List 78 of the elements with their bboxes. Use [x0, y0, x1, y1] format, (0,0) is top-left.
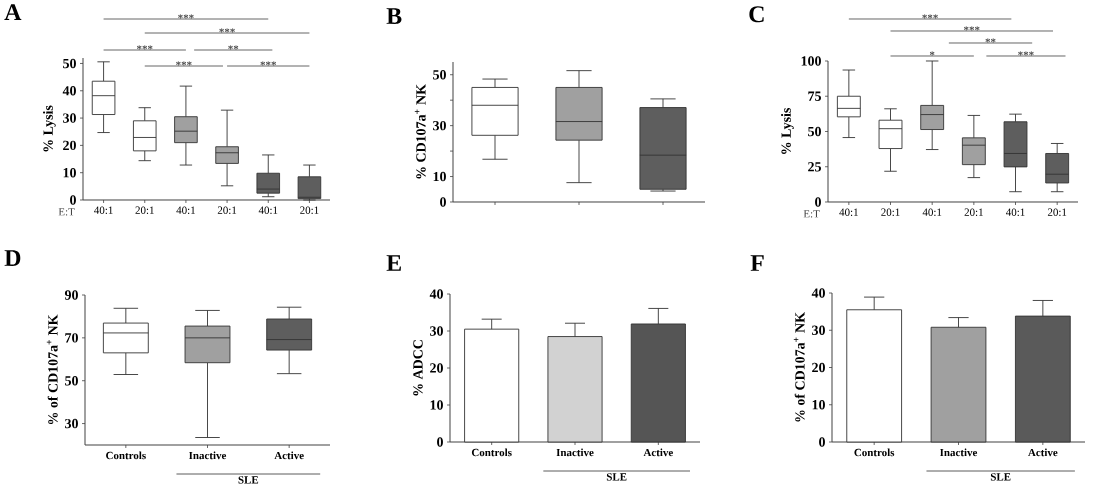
y-tick-label: 20	[812, 362, 825, 373]
x-tick-label: 20:1	[217, 206, 237, 214]
x-tick-label: 20:1	[300, 206, 319, 214]
chart-title: C	[749, 6, 764, 23]
x-axis-title: E:T	[803, 210, 820, 218]
x-tick-label: Inactive	[189, 451, 227, 460]
chart-title: B	[386, 8, 402, 24]
y-axis-title: % CD107a$^{+}$ NK	[414, 84, 426, 179]
text: ***	[178, 14, 194, 19]
text: SLE	[606, 473, 627, 481]
y-tick-label: 0	[437, 437, 443, 447]
x-tick-label: 40:1	[258, 206, 278, 214]
text: **	[985, 38, 996, 43]
x-tick-label: Controls	[854, 448, 895, 457]
x-tick-label: Active	[643, 448, 673, 457]
y-tick-label: 30	[63, 113, 76, 123]
y-tick-label: 40	[62, 86, 76, 96]
x-tick-label: 40:1	[922, 208, 942, 216]
y-tick-label: 20	[63, 140, 76, 151]
x-tick-label: Inactive	[556, 448, 594, 457]
x-tick-label: 20:1	[964, 208, 983, 216]
x-tick-label: 40:1	[1005, 208, 1025, 216]
chart-title: E	[386, 255, 401, 271]
y-tick-label: 50	[808, 126, 821, 137]
y-tick-label: 0	[440, 197, 446, 207]
y-tick-label: 30	[812, 325, 825, 335]
y-tick-label: 30	[65, 418, 78, 429]
text: *	[929, 51, 935, 56]
y-tick-label: 75	[808, 91, 821, 101]
x-tick-label: Controls	[106, 451, 146, 460]
y-tick-label: 40	[811, 288, 825, 298]
y-tick-label: 50	[433, 70, 446, 80]
y-axis-title: % Lysis	[781, 107, 794, 154]
x-axis-title: E:T	[58, 208, 75, 216]
annotation: ***	[176, 61, 192, 66]
y-tick-label: 10	[433, 171, 446, 182]
y-tick-label: 90	[64, 290, 78, 300]
x-tick-label: 40:1	[94, 206, 113, 214]
text: ***	[219, 28, 235, 33]
y-tick-label: 20	[430, 363, 443, 373]
chart-title: A	[4, 4, 22, 20]
y-tick-label: 10	[63, 167, 76, 178]
text: **	[228, 45, 239, 50]
y-tick-label: 30	[430, 326, 443, 336]
text: SLE	[238, 476, 259, 484]
x-tick-label: 20:1	[135, 206, 154, 214]
x-tick-label: 40:1	[176, 206, 195, 214]
text: ***	[964, 26, 980, 31]
y-tick-label: 25	[808, 162, 821, 172]
chart-title: D	[4, 250, 21, 266]
text: ***	[1018, 51, 1034, 56]
y-tick-label: 0	[819, 437, 825, 447]
y-tick-label: 50	[65, 376, 78, 386]
text: ***	[922, 14, 938, 19]
y-tick-label: 50	[63, 58, 76, 69]
x-tick-label: 20:1	[881, 208, 900, 216]
y-tick-label: 0	[815, 197, 821, 207]
y-axis-title: % of CD107a$^{+}$ NK	[46, 314, 58, 425]
x-tick-label: 20:1	[1047, 208, 1067, 216]
x-tick-label: Controls	[471, 448, 512, 457]
x-tick-label: Inactive	[940, 448, 978, 457]
y-axis-title: % of CD107a$^{+}$ NK	[793, 312, 805, 422]
y-axis-title: % ADCC	[413, 340, 423, 396]
x-tick-label: Active	[274, 451, 304, 460]
y-tick-label: 10	[812, 400, 825, 410]
y-tick-label: 30	[433, 120, 446, 131]
y-tick-label: 0	[70, 195, 76, 205]
x-tick-label: Active	[1028, 448, 1058, 457]
y-tick-label: 40	[429, 289, 443, 299]
chart-title: F	[750, 255, 764, 271]
x-tick-label: 40:1	[839, 208, 858, 216]
text: SLE	[990, 473, 1011, 481]
y-tick-label: 100	[801, 56, 821, 66]
y-tick-label: 10	[430, 400, 443, 410]
text: ***	[136, 45, 153, 50]
y-axis-title: % Lysis	[43, 105, 56, 152]
annotation: ***	[260, 61, 277, 66]
y-tick-label: 70	[65, 333, 78, 343]
